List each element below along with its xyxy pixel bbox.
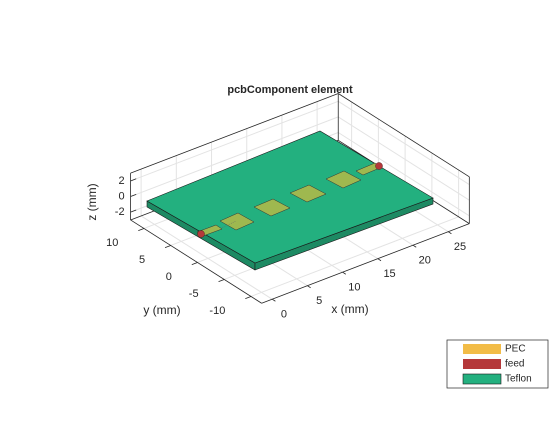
x-tick-label: 15 [383,268,395,280]
y-tick [138,228,145,231]
axis-line [338,93,470,178]
x-tick [412,244,417,248]
pad [219,212,255,231]
x-tick-label: 20 [419,255,431,267]
legend: PEC feed Teflon [446,339,549,389]
y-tick-label: 5 [139,254,145,266]
feed-point [375,162,383,170]
y-tick [245,296,252,299]
axis-line [130,219,262,304]
legend-label: Teflon [505,374,532,385]
grid-line [337,116,470,201]
chart-title: pcbComponent element [227,84,353,96]
grid-line [130,116,339,198]
axis-line [130,93,339,174]
pad [253,198,291,217]
grid-line [130,100,339,182]
feed-point [197,230,205,238]
x-tick [447,231,452,235]
z-tick [130,178,137,182]
z-tick-label: 2 [118,175,124,187]
legend-label: PEC [505,344,526,355]
y-tick-label: -10 [209,305,225,317]
legend-label: feed [505,359,524,370]
z-axis-label: z (mm) [85,183,99,220]
legend-swatch [462,373,502,385]
y-tick-label: -5 [189,288,199,300]
line [221,220,237,229]
pad [289,184,327,203]
x-tick [342,271,347,275]
y-tick-label: 0 [166,271,172,283]
z-tick-label: -2 [115,206,125,218]
y-tick [164,245,171,248]
x-tick [377,258,382,262]
axis-line [261,223,470,304]
x-tick-label: 0 [281,309,287,321]
x-tick [271,298,276,302]
x-tick [307,285,311,289]
y-tick-label: 10 [106,237,118,249]
x-axis-label: x (mm) [331,302,368,316]
y-tick [218,279,225,282]
x-tick-label: 5 [316,295,322,307]
legend-swatch [463,359,501,369]
grid-line [250,216,459,297]
y-tick [191,262,198,265]
board [146,130,434,271]
z-tick [130,209,137,213]
grid-line [337,100,470,186]
z-tick-label: 0 [118,190,124,202]
axes: 0 5 10 15 20 25 -10 -5 0 5 10 -2 0 2 [106,175,466,321]
pad [325,170,362,189]
y-axis-label: y (mm) [143,303,180,317]
legend-swatch [463,344,501,354]
x-tick-label: 10 [348,282,360,294]
x-tick-label: 25 [454,241,466,253]
z-tick [130,194,137,197]
grid-line [140,215,273,300]
grid-line [337,132,470,217]
